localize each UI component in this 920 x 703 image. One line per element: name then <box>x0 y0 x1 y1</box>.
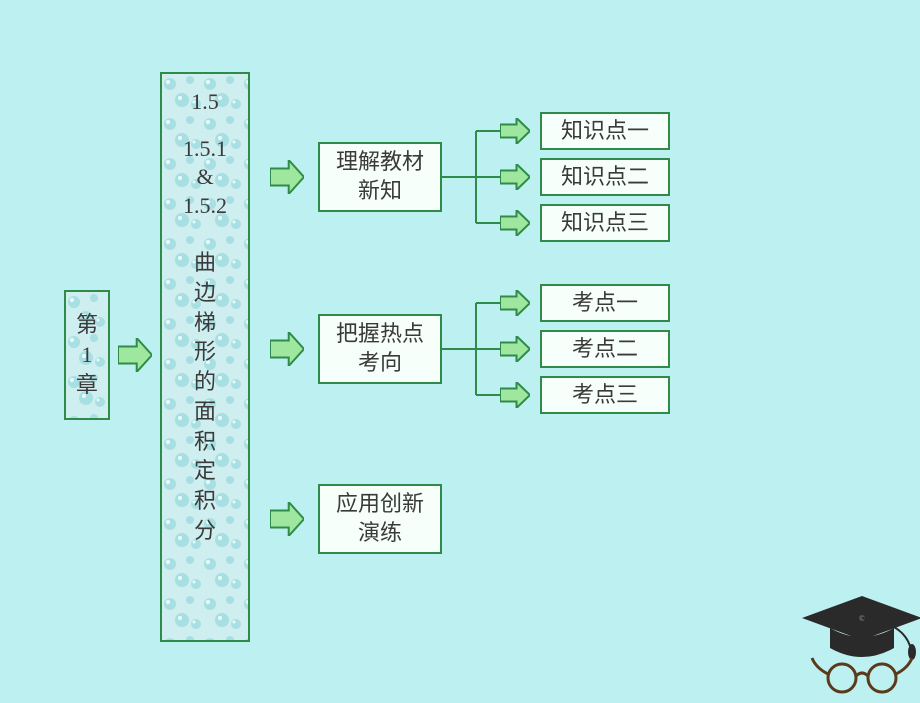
trunk-section-bottom: 曲边梯形的面积定积分 <box>192 248 218 545</box>
leaf2c-label: 考点三 <box>572 381 638 410</box>
leaf1a-label: 知识点一 <box>561 117 649 146</box>
arrow-right-icon <box>118 338 152 372</box>
mid1-label: 理解教材 新知 <box>336 148 424 205</box>
node-mid3: 应用创新 演练 <box>318 484 442 554</box>
arrow-right-icon <box>270 332 304 366</box>
node-mid1: 理解教材 新知 <box>318 142 442 212</box>
arrow-right-icon <box>500 164 530 190</box>
arrow-right-icon <box>500 210 530 236</box>
arrow-right-icon <box>500 118 530 144</box>
node-leaf2a: 考点一 <box>540 284 670 322</box>
node-leaf1c: 知识点三 <box>540 204 670 242</box>
node-leaf1a: 知识点一 <box>540 112 670 150</box>
connector-1 <box>442 301 502 397</box>
leaf1b-label: 知识点二 <box>561 163 649 192</box>
node-mid2: 把握热点 考向 <box>318 314 442 384</box>
root-label: 第 1 章 <box>76 310 98 399</box>
arrow-right-icon <box>500 336 530 362</box>
arrow-right-icon <box>270 160 304 194</box>
node-leaf2b: 考点二 <box>540 330 670 368</box>
connector-0 <box>442 129 502 225</box>
node-root: 第 1 章 <box>64 290 110 420</box>
node-trunk: 1.5 1.5.1 & 1.5.2 曲边梯形的面积定积分 <box>160 72 250 642</box>
node-leaf2c: 考点三 <box>540 376 670 414</box>
arrow-right-icon <box>500 382 530 408</box>
trunk-section-mid: 1.5.1 & 1.5.2 <box>183 135 227 221</box>
leaf1c-label: 知识点三 <box>561 209 649 238</box>
mid3-label: 应用创新 演练 <box>336 490 424 547</box>
arrow-right-icon <box>270 502 304 536</box>
mid2-label: 把握热点 考向 <box>336 320 424 377</box>
scholar-icon <box>792 588 920 703</box>
node-leaf1b: 知识点二 <box>540 158 670 196</box>
arrow-right-icon <box>500 290 530 316</box>
leaf2b-label: 考点二 <box>572 335 638 364</box>
leaf2a-label: 考点一 <box>572 289 638 318</box>
trunk-section-top: 1.5 <box>191 88 219 117</box>
